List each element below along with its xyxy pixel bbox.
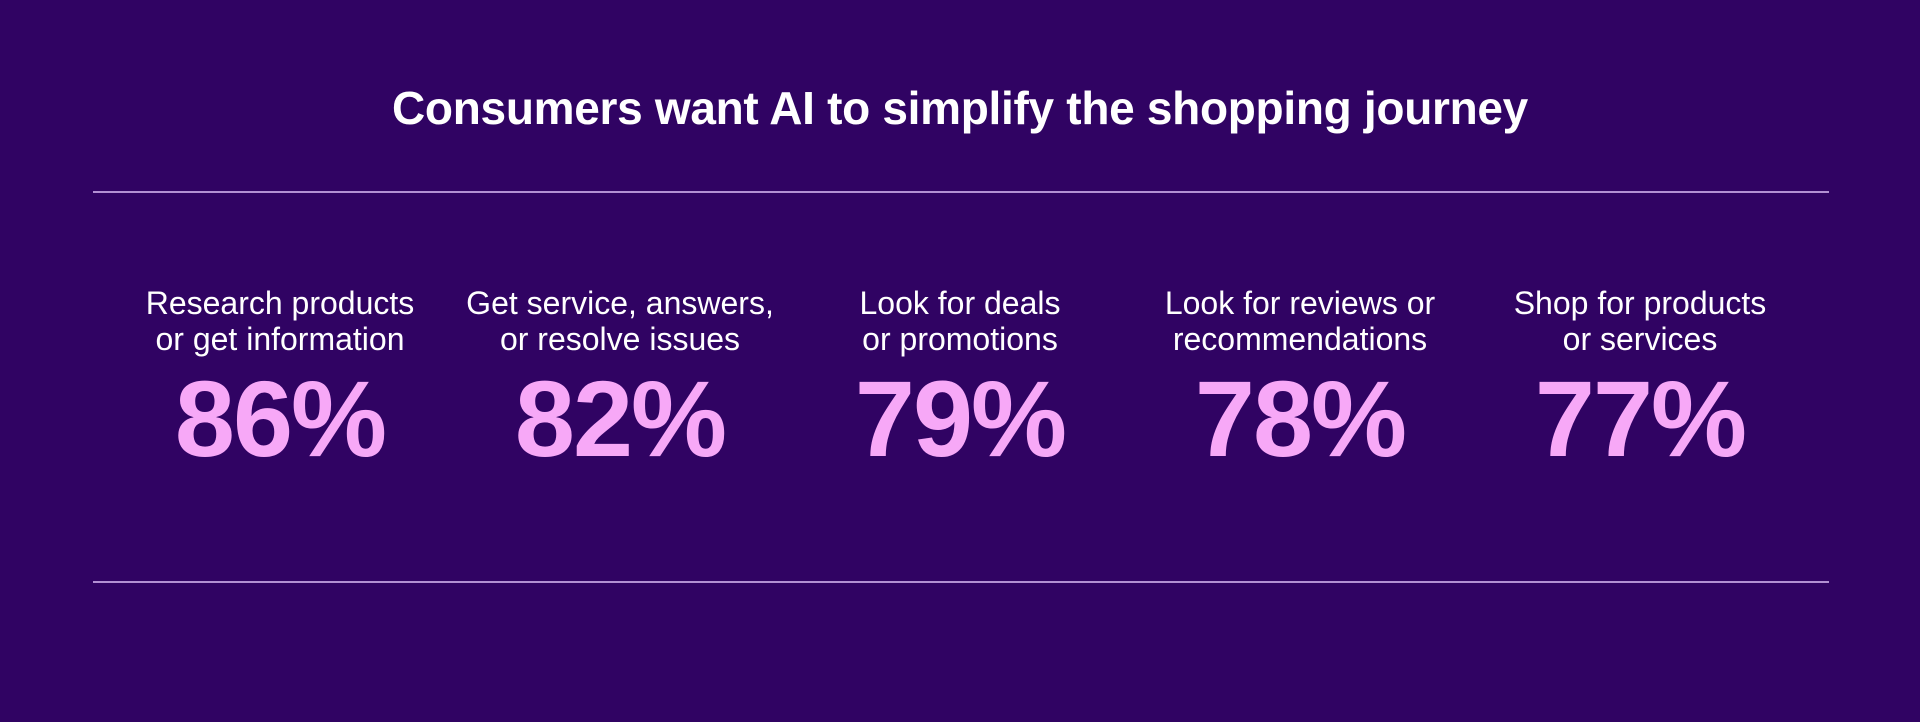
stat-reviews: Look for reviews or recommendations 78% — [1130, 285, 1470, 485]
stat-deals: Look for deals or promotions 79% — [790, 285, 1130, 485]
chart-title: Consumers want AI to simplify the shoppi… — [392, 82, 1528, 134]
stats-row: Research products or get information 86%… — [110, 285, 1810, 485]
stat-value: 82% — [514, 358, 727, 479]
stat-value: 77% — [1534, 358, 1747, 479]
stat-value: 79% — [854, 358, 1067, 479]
stat-shop: Shop for products or services 77% — [1470, 285, 1810, 485]
bottom-divider — [93, 581, 1829, 583]
stat-label: Look for deals or promotions — [859, 285, 1061, 357]
stat-value: 86% — [174, 358, 387, 479]
stat-service: Get service, answers, or resolve issues … — [450, 285, 790, 485]
stat-research: Research products or get information 86% — [110, 285, 450, 485]
top-divider — [93, 191, 1829, 193]
stat-value: 78% — [1194, 358, 1407, 479]
stat-label: Shop for products or services — [1513, 285, 1767, 357]
stat-label: Look for reviews or recommendations — [1164, 285, 1436, 357]
stat-label: Research products or get information — [145, 285, 415, 357]
stat-label: Get service, answers, or resolve issues — [466, 285, 774, 357]
